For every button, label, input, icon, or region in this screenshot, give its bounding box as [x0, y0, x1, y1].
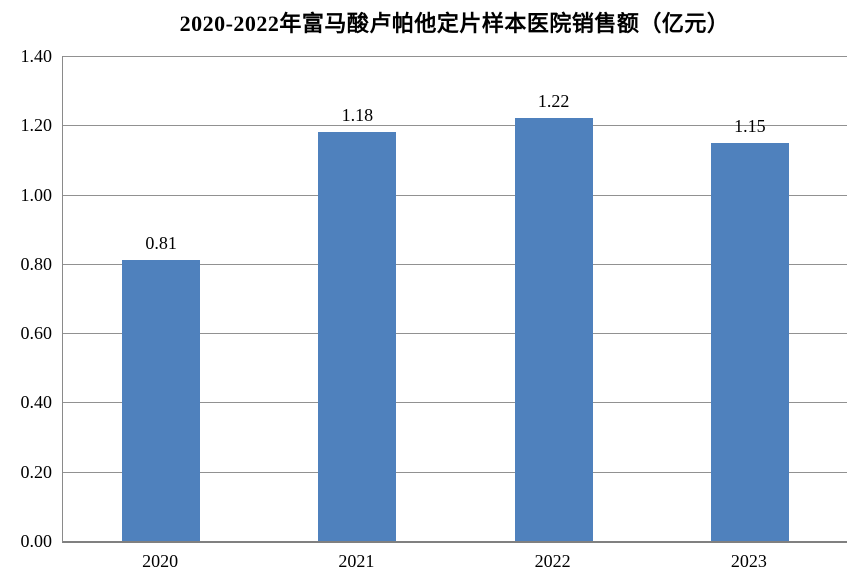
chart-title: 2020-2022年富马酸卢帕他定片样本医院销售额（亿元）	[179, 11, 730, 36]
bar-value-label: 1.22	[537, 91, 570, 112]
x-axis-tick-label: 2021	[338, 551, 375, 571]
bar-value-label: 1.15	[734, 115, 766, 136]
x-axis-tick-label: 2022	[534, 551, 571, 571]
y-axis-tick-label: 0.20	[20, 461, 53, 482]
x-axis-tick-label: 2023	[730, 551, 767, 571]
y-axis-tick-label: 1.40	[20, 46, 53, 66]
y-axis-tick-label: 0.00	[20, 531, 53, 551]
gridline	[63, 263, 847, 265]
bar-value-label: 0.81	[145, 233, 177, 254]
y-axis-tick-label: 1.20	[20, 115, 53, 136]
y-axis-tick-label: 0.60	[20, 323, 53, 344]
y-axis-tick-label: 1.00	[20, 184, 53, 205]
gridline	[63, 402, 847, 404]
y-axis-tick-label: 0.40	[20, 392, 53, 413]
gridline	[63, 194, 847, 196]
gridline	[63, 56, 847, 57]
x-axis-tick-label: 2020	[142, 551, 179, 571]
plot-area: 0.81 1.18 1.22 1.15	[62, 56, 847, 543]
bar-2021	[318, 132, 397, 541]
y-axis-tick-label: 0.80	[20, 253, 53, 274]
bar-value-label: 1.18	[341, 105, 374, 126]
bar-2022	[514, 118, 593, 541]
gridline	[63, 333, 847, 335]
bar-2023	[710, 142, 789, 541]
gridline	[63, 125, 847, 127]
gridline	[63, 471, 847, 473]
bar-2020	[122, 260, 201, 541]
